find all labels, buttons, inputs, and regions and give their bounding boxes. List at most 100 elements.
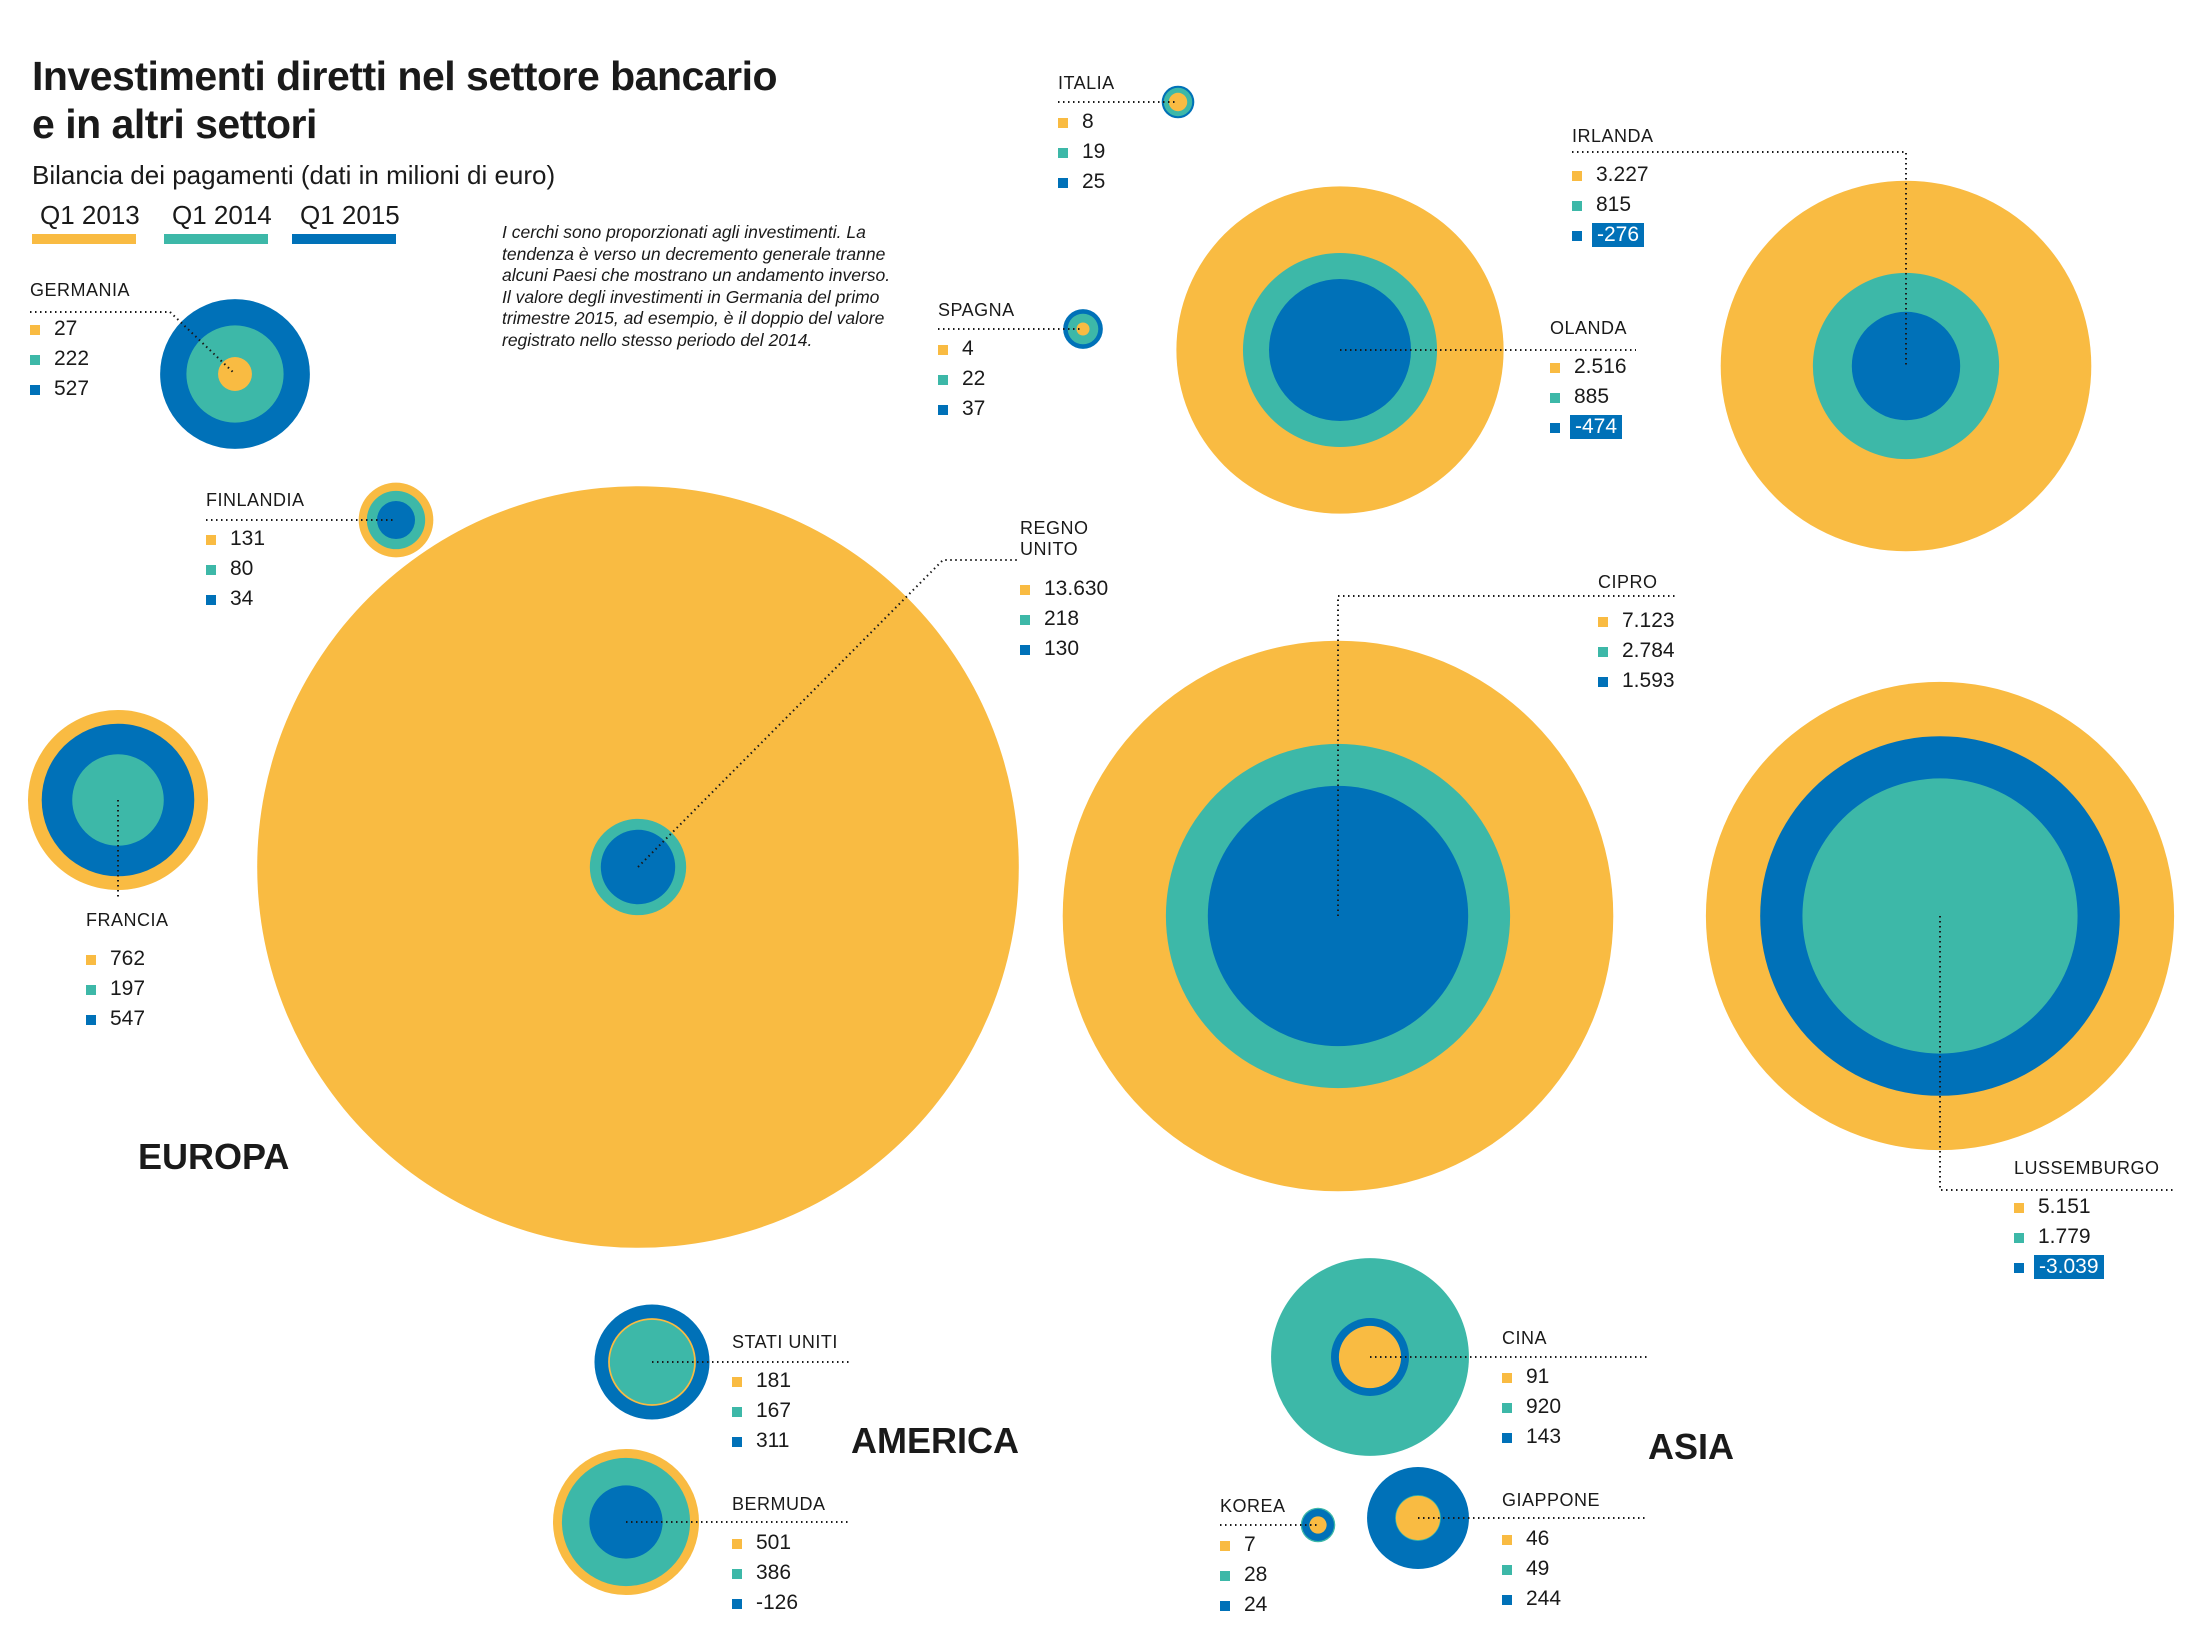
series-swatch — [1058, 118, 1068, 128]
data-label: 181 — [756, 1369, 792, 1392]
legend-label: Q1 2015 — [300, 200, 400, 230]
data-label: 91 — [1526, 1365, 1550, 1388]
series-swatch — [86, 1015, 96, 1025]
data-label: 762 — [110, 947, 146, 970]
series-swatch — [732, 1569, 742, 1579]
bubble-ring-q1-2015 — [1851, 311, 1961, 421]
bubble-ring-q1-2013 — [1309, 1516, 1327, 1534]
explanatory-note: I cerchi sono proporzionati agli investi… — [502, 222, 891, 350]
legend-label: Q1 2013 — [40, 200, 140, 230]
series-swatch — [732, 1407, 742, 1417]
series-swatch — [1502, 1535, 1512, 1545]
series-swatch — [1502, 1373, 1512, 1383]
country-label-korea: KOREA — [1220, 1496, 1286, 1516]
series-swatch — [938, 345, 948, 355]
country-label-olanda: OLANDA — [1550, 318, 1628, 338]
leader-line-germania — [30, 311, 236, 375]
data-label: 8 — [1082, 110, 1094, 133]
data-label: 1.779 — [2038, 1225, 2091, 1248]
data-label: 2.784 — [1622, 639, 1675, 662]
series-swatch — [1598, 647, 1608, 657]
series-swatch — [86, 985, 96, 995]
country-label-stati-uniti: STATI UNITI — [732, 1332, 838, 1352]
leader-line-irlanda — [1572, 151, 1907, 366]
series-swatch — [1220, 1601, 1230, 1611]
data-label: 3.227 — [1596, 163, 1649, 186]
country-label-giappone: GIAPPONE — [1502, 1490, 1601, 1510]
series-swatch — [1502, 1595, 1512, 1605]
series-swatch — [1598, 677, 1608, 687]
data-label: 815 — [1596, 193, 1632, 216]
data-label: -3.039 — [2034, 1255, 2104, 1279]
country-label-regno-unito: REGNO UNITO — [1020, 518, 1089, 559]
data-label: 22 — [962, 367, 986, 390]
series-swatch — [1220, 1571, 1230, 1581]
region-label-europa: EUROPA — [138, 1136, 290, 1177]
series-swatch — [1550, 393, 1560, 403]
series-swatch — [1572, 171, 1582, 181]
legend-swatch — [32, 234, 136, 244]
data-label: 7.123 — [1622, 609, 1675, 632]
series-swatch — [1220, 1541, 1230, 1551]
country-label-cina: CINA — [1502, 1328, 1548, 1348]
series-swatch — [938, 375, 948, 385]
data-label: 218 — [1044, 607, 1080, 630]
country-label-irlanda: IRLANDA — [1572, 126, 1654, 146]
data-label: 37 — [962, 397, 986, 420]
data-label: 920 — [1526, 1395, 1562, 1418]
country-label-finlandia: FINLANDIA — [206, 490, 305, 510]
data-label: 28 — [1244, 1563, 1268, 1586]
data-label: 501 — [756, 1531, 792, 1554]
bubble-germania — [160, 299, 310, 449]
data-label: 131 — [230, 527, 266, 550]
series-swatch — [206, 565, 216, 575]
region-label-america: AMERICA — [851, 1420, 1019, 1461]
leader-line-cipro — [1337, 595, 1676, 916]
data-label: 130 — [1044, 637, 1080, 660]
series-swatch — [1020, 585, 1030, 595]
bubble-ring-q1-2013 — [1076, 322, 1090, 336]
country-label-bermuda: BERMUDA — [732, 1494, 826, 1514]
data-label: 143 — [1526, 1425, 1562, 1448]
country-label-italia: ITALIA — [1058, 73, 1115, 93]
data-label: 547 — [110, 1007, 146, 1030]
series-swatch — [732, 1539, 742, 1549]
chart-subtitle: Bilancia dei pagamenti (dati in milioni … — [32, 160, 556, 190]
series-swatch — [30, 385, 40, 395]
series-swatch — [206, 595, 216, 605]
series-swatch — [1020, 615, 1030, 625]
data-label: 13.630 — [1044, 577, 1109, 600]
bubble-finlandia — [358, 482, 434, 558]
series-swatch — [732, 1599, 742, 1609]
series-swatch — [1550, 363, 1560, 373]
series-swatch — [206, 535, 216, 545]
data-label: -126 — [756, 1591, 799, 1614]
data-label: 4 — [962, 337, 974, 360]
series-swatch — [1572, 201, 1582, 211]
series-swatch — [2014, 1203, 2024, 1213]
series-swatch — [732, 1377, 742, 1387]
data-label: -276 — [1592, 223, 1645, 247]
series-swatch — [2014, 1263, 2024, 1273]
data-label: 27 — [54, 317, 78, 340]
series-swatch — [1502, 1403, 1512, 1413]
bubble-italia — [1161, 85, 1195, 119]
leader-line-lussemburgo — [1939, 916, 2175, 1191]
series-swatch — [1502, 1565, 1512, 1575]
data-label: 5.151 — [2038, 1195, 2091, 1218]
series-swatch — [1502, 1433, 1512, 1443]
data-label: 527 — [54, 377, 90, 400]
data-label: -474 — [1570, 415, 1623, 439]
series-swatch — [86, 955, 96, 965]
data-label: 49 — [1526, 1557, 1550, 1580]
series-swatch — [30, 325, 40, 335]
region-label-asia: ASIA — [1648, 1426, 1735, 1467]
series-swatch — [30, 355, 40, 365]
bubble-ring-q1-2013 — [218, 357, 252, 391]
country-label-cipro: CIPRO — [1598, 572, 1658, 592]
bubble-korea — [1300, 1507, 1336, 1543]
series-swatch — [938, 405, 948, 415]
country-label-spagna: SPAGNA — [938, 300, 1015, 320]
